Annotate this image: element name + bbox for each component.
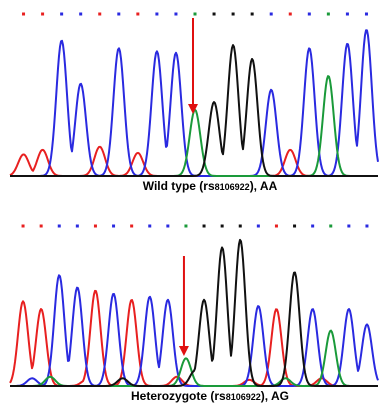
- base-call-dot: [250, 12, 254, 16]
- base-call-dot: [41, 12, 45, 16]
- base-call-dot: [238, 224, 242, 228]
- base-call-dot: [57, 224, 61, 228]
- base-call-dot: [311, 224, 315, 228]
- base-call-dot: [60, 12, 64, 16]
- base-call-dot: [345, 12, 349, 16]
- base-call-dot: [21, 224, 25, 228]
- heterozygote-caption-rsid: 8106922: [226, 392, 261, 402]
- base-call-dot: [274, 224, 278, 228]
- base-call-dot: [231, 12, 235, 16]
- heterozygote-caption-prefix: Heterozygote (rs: [131, 389, 226, 403]
- blue-trace: [10, 274, 379, 387]
- black-trace: [10, 238, 378, 387]
- heterozygote-chromatogram: [9, 224, 379, 387]
- base-call-dot: [326, 12, 330, 16]
- base-call-dot: [347, 224, 351, 228]
- base-call-dot: [256, 224, 260, 228]
- base-call-dot: [136, 12, 140, 16]
- base-call-dot: [79, 12, 83, 16]
- base-call-dot: [112, 224, 116, 228]
- base-call-dot: [22, 12, 26, 16]
- snp-arrow-icon: [178, 346, 189, 356]
- base-call-dot: [365, 224, 369, 228]
- base-call-dot: [307, 12, 311, 16]
- black-trace: [10, 44, 378, 177]
- wild-type-caption-prefix: Wild type (rs: [143, 179, 215, 193]
- base-call-dot: [364, 12, 368, 16]
- base-call-dot: [39, 224, 43, 228]
- wild-type-caption-suffix: ), AA: [250, 179, 278, 193]
- wild-type-chromatogram: [9, 12, 379, 177]
- base-call-dot: [329, 224, 333, 228]
- base-call-dot: [184, 224, 188, 228]
- base-call-dot: [93, 224, 97, 228]
- wild-type-caption: Wild type (rs8106922), AA: [143, 179, 278, 193]
- heterozygote-caption: Heterozygote (rs8106922), AG: [131, 389, 289, 403]
- base-call-dot: [269, 12, 273, 16]
- base-call-dot: [148, 224, 152, 228]
- wild-type-caption-rsid: 8106922: [215, 182, 250, 192]
- base-call-dot: [193, 12, 197, 16]
- base-call-dot: [212, 12, 216, 16]
- heterozygote-caption-suffix: ), AG: [261, 389, 289, 403]
- base-call-dot: [174, 12, 178, 16]
- base-call-dot: [117, 12, 121, 16]
- base-call-dot: [155, 12, 159, 16]
- base-call-dot: [166, 224, 170, 228]
- base-call-dot: [75, 224, 79, 228]
- base-call-dot: [288, 12, 292, 16]
- base-call-dot: [293, 224, 297, 228]
- base-call-dot: [130, 224, 134, 228]
- snp-arrow-icon: [188, 104, 198, 114]
- base-call-dot: [98, 12, 102, 16]
- base-call-dot: [202, 224, 206, 228]
- base-call-dot: [220, 224, 224, 228]
